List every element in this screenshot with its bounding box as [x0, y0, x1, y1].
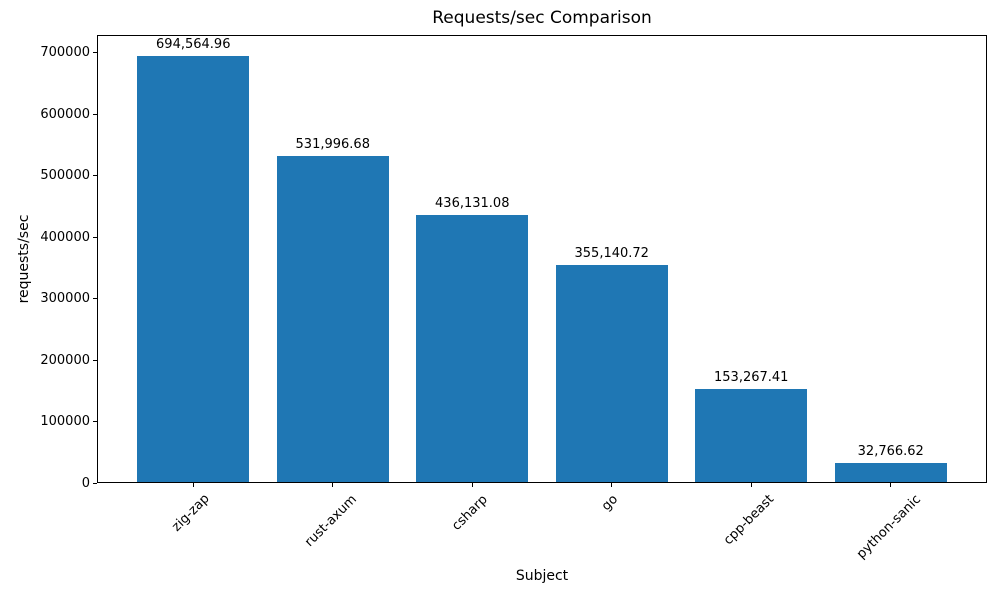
x-tick-label-go: go — [598, 491, 621, 514]
x-tick-mark — [611, 483, 613, 487]
bar-value-label: 531,996.68 — [295, 137, 370, 153]
bar-cpp-beast — [695, 388, 808, 482]
x-tick-label-rust-axum: rust-axum — [301, 491, 360, 550]
bar-go — [555, 264, 668, 482]
y-tick-label: 200000 — [40, 352, 90, 368]
y-tick-mark — [93, 113, 97, 115]
y-tick-mark — [93, 421, 97, 423]
x-tick-label-csharp: csharp — [449, 491, 492, 534]
y-tick-mark — [93, 359, 97, 361]
y-tick-label: 700000 — [40, 45, 90, 61]
x-tick-label-zig-zap: zig-zap — [169, 491, 213, 535]
x-tick-label-python-sanic: python-sanic — [853, 491, 924, 562]
x-tick-mark — [750, 483, 752, 487]
y-tick-label: 500000 — [40, 168, 90, 184]
x-axis-label: Subject — [515, 568, 569, 584]
bar-value-label: 694,564.96 — [156, 37, 231, 53]
y-tick-label: 100000 — [40, 414, 90, 430]
y-tick-label: 400000 — [40, 229, 90, 245]
y-tick-mark — [93, 298, 97, 300]
y-tick-mark — [93, 52, 97, 54]
y-tick-mark — [93, 236, 97, 238]
bar-value-label: 153,267.41 — [714, 369, 789, 385]
x-tick-mark — [471, 483, 473, 487]
bar-python-sanic — [834, 462, 947, 482]
bar-csharp — [416, 215, 529, 482]
y-axis-label: requests/sec — [16, 214, 32, 304]
x-tick-mark — [890, 483, 892, 487]
y-tick-mark — [93, 482, 97, 484]
x-tick-mark — [332, 483, 334, 487]
bar-zig-zap — [137, 56, 250, 482]
y-tick-mark — [93, 175, 97, 177]
y-tick-label: 300000 — [40, 291, 90, 307]
bar-rust-axum — [276, 156, 389, 482]
chart-title: Requests/sec Comparison — [432, 8, 652, 28]
bar-value-label: 436,131.08 — [435, 196, 510, 212]
bar-value-label: 355,140.72 — [574, 245, 649, 261]
bar-value-label: 32,766.62 — [857, 443, 924, 459]
x-tick-mark — [192, 483, 194, 487]
x-tick-label-cpp-beast: cpp-beast — [721, 491, 778, 548]
y-tick-label: 600000 — [40, 106, 90, 122]
y-tick-label: 0 — [81, 475, 90, 491]
